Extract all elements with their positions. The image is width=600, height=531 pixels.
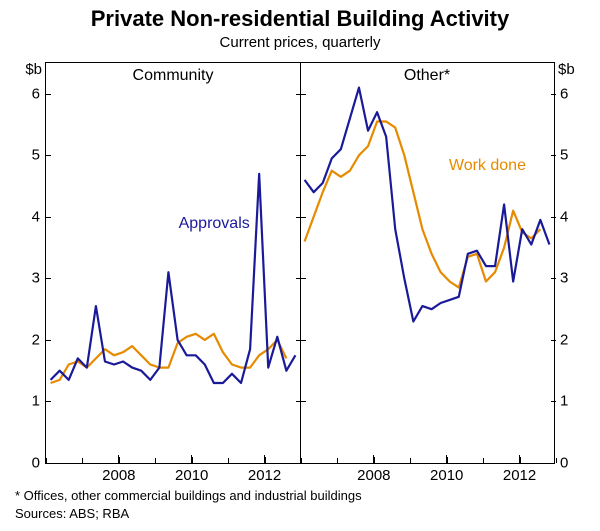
y-tick-label: 0 (32, 455, 40, 472)
chart-subtitle: Current prices, quarterly (0, 34, 600, 51)
y-tick-label: 3 (32, 270, 40, 287)
x-tick-label: 2012 (248, 467, 281, 484)
y-tick-label: 0 (560, 455, 568, 472)
plot-area: $b $b Community Other* 00112233445566200… (45, 62, 555, 464)
y-tick-label: 4 (560, 208, 568, 225)
y-tick-label: 4 (32, 208, 40, 225)
y-tick-label: 5 (560, 147, 568, 164)
y-unit-left: $b (25, 61, 42, 78)
y-tick-label: 3 (560, 270, 568, 287)
panel-community: Community (46, 63, 301, 463)
y-tick-label: 2 (32, 331, 40, 348)
chart-container: Private Non-residential Building Activit… (0, 0, 600, 531)
x-tick-label: 2008 (357, 467, 390, 484)
x-tick-label: 2010 (430, 467, 463, 484)
chart-title: Private Non-residential Building Activit… (0, 0, 600, 32)
series-line (51, 174, 296, 383)
x-tick-label: 2008 (102, 467, 135, 484)
panel-other: Other* (300, 63, 554, 463)
y-tick-label: 6 (32, 85, 40, 102)
series-label: Approvals (179, 215, 250, 233)
footnote: * Offices, other commercial buildings an… (15, 488, 362, 503)
lines-other (300, 63, 554, 463)
series-label: Work done (449, 157, 526, 175)
sources: Sources: ABS; RBA (15, 506, 129, 521)
lines-community (46, 63, 300, 463)
x-tick-label: 2010 (175, 467, 208, 484)
y-tick-label: 6 (560, 85, 568, 102)
y-tick-label: 5 (32, 147, 40, 164)
y-unit-right: $b (558, 61, 575, 78)
y-tick-label: 1 (560, 393, 568, 410)
x-tick-label: 2012 (503, 467, 536, 484)
series-line (305, 88, 550, 322)
y-tick-label: 1 (32, 393, 40, 410)
y-tick-label: 2 (560, 331, 568, 348)
